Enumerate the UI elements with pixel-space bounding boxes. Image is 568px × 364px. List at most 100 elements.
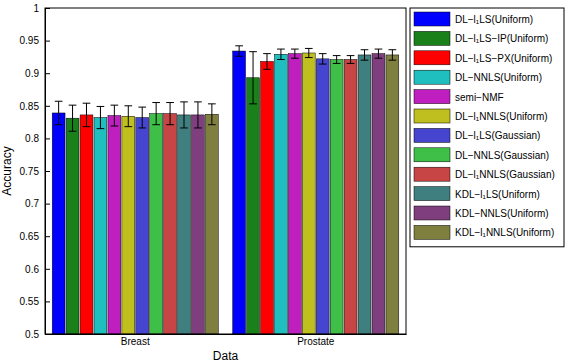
bar <box>178 115 191 334</box>
y-tick: 0.95 <box>20 35 50 46</box>
legend-swatch <box>414 51 450 65</box>
plot: 0.50.550.60.650.70.750.80.850.90.951Brea… <box>20 3 407 347</box>
error-bar-stem <box>128 106 129 127</box>
error-bar-cap <box>375 49 383 50</box>
y-tick-mark <box>45 138 50 139</box>
error-bar <box>97 106 105 128</box>
y-tick-label: 0.85 <box>20 101 40 112</box>
error-bar <box>152 103 160 125</box>
y-tick: 1 <box>33 3 50 14</box>
bar <box>288 54 301 334</box>
error-bar-cap <box>111 105 119 106</box>
error-bar-cap <box>389 60 397 61</box>
error-bar-cap <box>249 103 257 104</box>
bar <box>261 61 274 334</box>
y-tick-mark <box>45 8 50 9</box>
error-bar-cap <box>208 103 216 104</box>
legend-swatch <box>414 128 450 142</box>
error-bar-stem <box>184 102 185 128</box>
error-bar <box>69 105 77 131</box>
bar <box>52 113 65 334</box>
y-tick-mark <box>45 236 50 237</box>
bar <box>108 116 121 334</box>
error-bar-stem <box>294 49 295 58</box>
error-bar <box>291 49 299 58</box>
bar <box>302 53 315 334</box>
x-axis: Breast Prostate <box>46 334 407 347</box>
error-bar-cap <box>347 55 355 56</box>
error-bar-stem <box>100 106 101 128</box>
error-bar <box>111 105 119 126</box>
error-bar-cap <box>375 58 383 59</box>
y-tick-label: 0.7 <box>25 198 39 209</box>
legend-swatch <box>414 70 450 84</box>
legend-swatch <box>414 225 450 239</box>
y-tick: 0.65 <box>20 231 50 242</box>
error-bar-cap <box>333 63 341 64</box>
y-tick-label: 1 <box>33 3 39 14</box>
error-bar-cap <box>249 51 257 52</box>
bar <box>192 115 205 334</box>
error-bar-cap <box>97 106 105 107</box>
error-bar-cap <box>124 126 132 127</box>
error-bar-cap <box>291 58 299 59</box>
error-bar-cap <box>333 55 341 56</box>
y-tick-mark <box>45 73 50 74</box>
bar <box>136 118 149 334</box>
legend-box <box>410 8 564 247</box>
bars <box>52 46 399 334</box>
error-bar <box>194 102 202 128</box>
y-tick-mark <box>45 204 50 205</box>
error-bar-cap <box>194 127 202 128</box>
y-tick-mark <box>45 41 50 42</box>
error-bar-stem <box>211 104 212 125</box>
error-bar <box>333 56 341 64</box>
y-tick-label: 0.6 <box>25 264 39 275</box>
error-bar-stem <box>253 52 254 104</box>
error-bar-cap <box>124 105 132 106</box>
error-bar-cap <box>347 63 355 64</box>
bar <box>344 60 357 334</box>
legend-swatch <box>414 167 450 181</box>
legend-swatch <box>414 31 450 45</box>
error-bar-stem <box>350 56 351 64</box>
error-bar-cap <box>235 45 243 46</box>
y-tick: 0.7 <box>25 198 50 209</box>
legend-label: DL−l₁LS−PX(Uniform) <box>455 53 552 64</box>
y-tick: 0.75 <box>20 166 50 177</box>
y-tick-label: 0.95 <box>20 35 40 46</box>
bar <box>122 116 135 334</box>
bar <box>275 54 288 334</box>
error-bar-stem <box>239 46 240 56</box>
bar <box>164 114 177 334</box>
error-bar-cap <box>180 101 188 102</box>
y-tick-mark <box>45 171 50 172</box>
x-tick: Prostate <box>297 334 335 347</box>
error-bar-cap <box>166 124 174 125</box>
error-bar-cap <box>263 53 271 54</box>
legend: DL−l₁LS(Uniform)DL−l₁LS−IP(Uniform)DL−l₁… <box>410 8 564 247</box>
y-tick: 0.9 <box>25 68 50 79</box>
bar <box>372 54 385 334</box>
legend-label: DL−NNLS(Uniform) <box>455 72 542 83</box>
error-bar <box>319 54 327 64</box>
bar <box>66 118 79 334</box>
error-bar <box>83 103 91 126</box>
legend-label: KDL−l₁NNLS(Uniform) <box>455 227 554 238</box>
error-bar-cap <box>55 124 63 125</box>
legend-label: DL−l₁LS(Uniform) <box>455 14 533 25</box>
error-bar-cap <box>152 102 160 103</box>
legend-label: KDL−NNLS(Uniform) <box>455 208 549 219</box>
y-tick-label: 0.8 <box>25 133 39 144</box>
error-bar-cap <box>69 131 77 132</box>
x-tick-label: Breast <box>121 336 150 347</box>
error-bar-cap <box>166 102 174 103</box>
error-bar <box>208 104 216 125</box>
error-bar-stem <box>156 103 157 125</box>
error-bar-cap <box>235 56 243 57</box>
error-bar-stem <box>266 54 267 70</box>
error-bar-stem <box>322 54 323 64</box>
error-bar-stem <box>72 105 73 131</box>
error-bar-stem <box>86 103 87 126</box>
legend-swatch <box>414 90 450 104</box>
